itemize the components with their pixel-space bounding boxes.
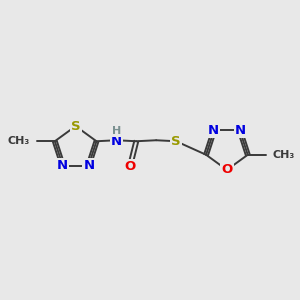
Text: CH₃: CH₃ — [273, 150, 295, 160]
Text: O: O — [125, 160, 136, 172]
Text: H: H — [112, 126, 121, 136]
Text: N: N — [57, 159, 68, 172]
Text: CH₃: CH₃ — [8, 136, 30, 146]
Text: N: N — [208, 124, 219, 137]
Text: O: O — [221, 164, 233, 176]
Text: S: S — [171, 135, 181, 148]
Text: N: N — [235, 124, 246, 137]
Text: N: N — [111, 135, 122, 148]
Text: S: S — [71, 120, 80, 133]
Text: N: N — [83, 159, 94, 172]
